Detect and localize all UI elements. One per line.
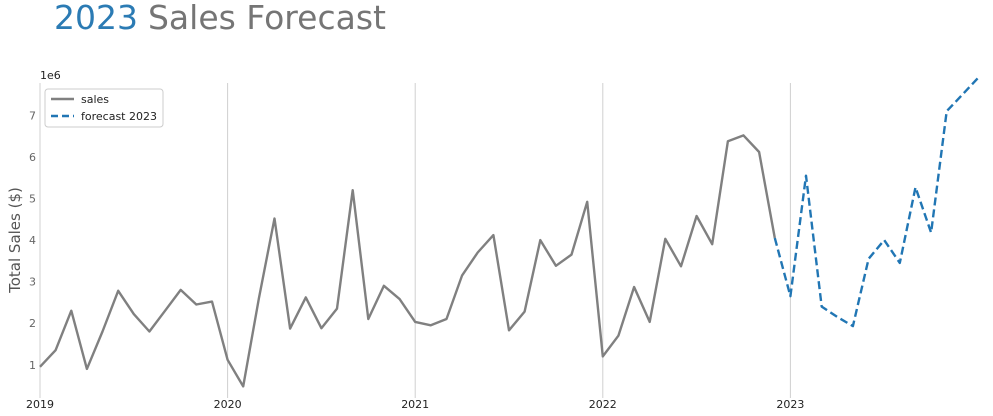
- y-tick-label-5: 5: [29, 193, 36, 206]
- series-layer: [39, 77, 979, 388]
- x-tick-label-2019: 2019: [26, 398, 54, 411]
- y-tick-label-1: 1: [29, 359, 36, 372]
- x-tick-label-2023: 2023: [776, 398, 804, 411]
- legend-label-sales: sales: [81, 93, 109, 106]
- y-axis-ticks: 1 2 3 4 5 6 7: [29, 109, 36, 371]
- y-axis-label: Total Sales ($): [6, 187, 24, 294]
- x-tick-label-2020: 2020: [214, 398, 242, 411]
- series-line-sales: [39, 134, 776, 388]
- series-line-forecast-2023: [773, 77, 979, 328]
- vertical-grid: [39, 83, 791, 398]
- legend: sales forecast 2023: [44, 88, 164, 128]
- chart-title: 2023 Sales Forecast: [54, 0, 386, 37]
- y-tick-label-2: 2: [29, 317, 36, 330]
- y-tick-label-3: 3: [29, 276, 36, 289]
- y-tick-label-6: 6: [29, 151, 36, 164]
- chart-title-highlight: 2023: [54, 0, 138, 37]
- legend-box: [44, 88, 164, 128]
- x-tick-label-2022: 2022: [589, 398, 617, 411]
- x-tick-label-2021: 2021: [401, 398, 429, 411]
- y-tick-label-7: 7: [29, 109, 36, 122]
- y-tick-label-4: 4: [29, 234, 36, 247]
- legend-label-forecast: forecast 2023: [81, 110, 157, 123]
- y-axis-multiplier: 1e6: [40, 69, 61, 82]
- x-axis-ticks: 2019 2020 2021 2022 2023: [26, 398, 804, 411]
- chart-title-rest: Sales Forecast: [147, 0, 386, 37]
